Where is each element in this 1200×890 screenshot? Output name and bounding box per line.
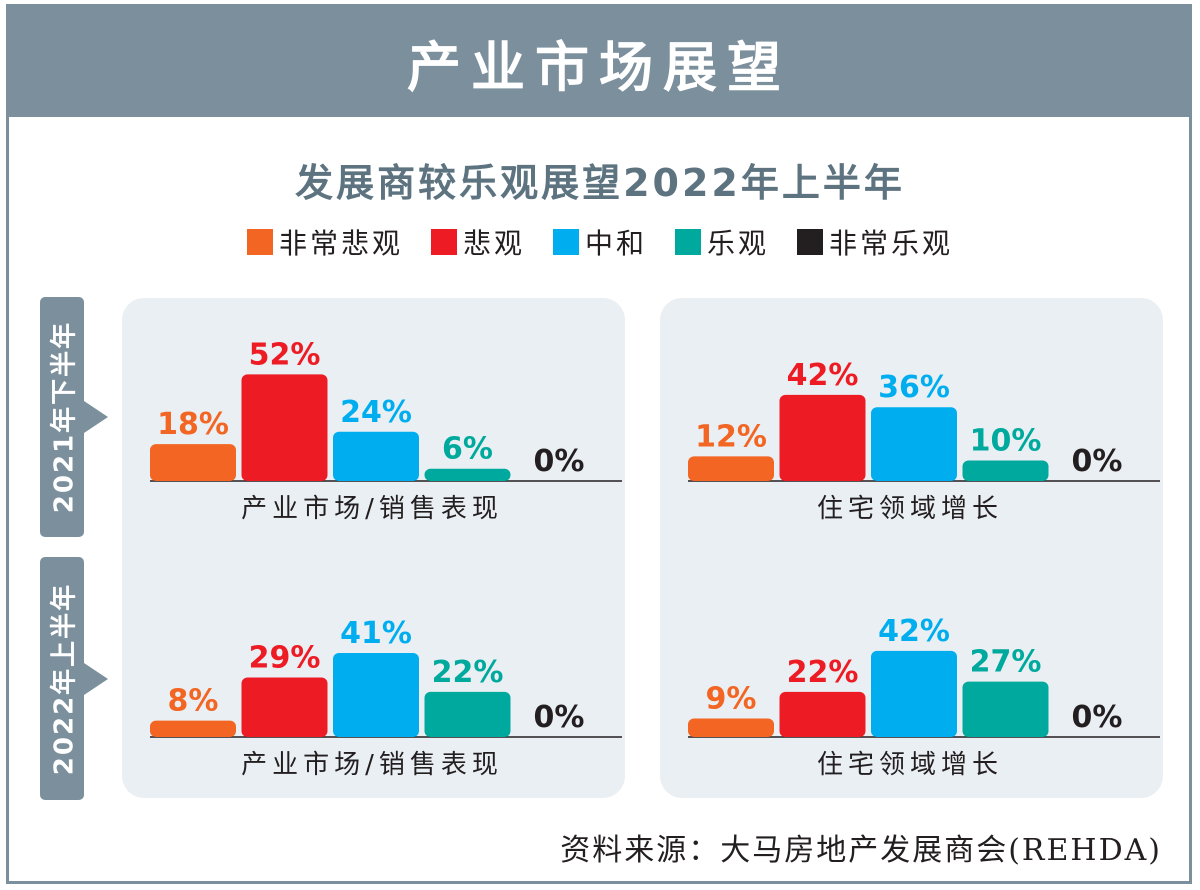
data-label-very-optimistic: 0% [1072, 700, 1123, 735]
period-label: 2022年上半年 [49, 582, 80, 775]
x-axis-label: 产业市场/销售表现 [241, 494, 503, 524]
data-label-optimistic: 27% [970, 645, 1042, 680]
chart-subtitle: 发展商较乐观展望2022年上半年 [295, 161, 905, 205]
legend-label: 中和 [584, 227, 647, 260]
pointer-arrow-icon [84, 401, 108, 433]
source-note: 资料来源：大马房地产发展商会(REHDA) [560, 833, 1162, 868]
legend-label: 非常悲观 [278, 227, 403, 260]
data-label-very-pessimistic: 9% [706, 682, 757, 717]
data-label-pessimistic: 22% [787, 655, 859, 690]
data-label-neutral: 24% [340, 395, 412, 430]
legend-label: 悲观 [462, 227, 525, 260]
bar-neutral [333, 431, 419, 481]
bar-very-pessimistic [150, 720, 236, 737]
data-label-very-optimistic: 0% [534, 700, 585, 735]
bar-optimistic [424, 691, 511, 737]
legend-swatch [246, 229, 273, 255]
legend-label: 乐观 [707, 227, 770, 260]
bar-pessimistic [241, 374, 328, 481]
chart-residential-2021h2: 12% 42% 36% 10% 0% 住宅领域增长 [688, 358, 1160, 524]
bar-optimistic [962, 681, 1049, 737]
data-label-very-optimistic: 0% [1072, 444, 1123, 479]
data-label-very-pessimistic: 8% [168, 684, 219, 719]
data-label-very-pessimistic: 18% [157, 407, 229, 442]
period-label: 2021年下半年 [49, 320, 80, 514]
chart-market-sales-2021h2: 18% 52% 24% 6% 0% 产业市场/销售表现 [150, 337, 622, 524]
period-tab-2022-h1: 2022年上半年 [40, 557, 108, 800]
x-axis-label: 住宅领域增长 [817, 494, 1003, 524]
bar-optimistic [962, 460, 1049, 481]
data-label-pessimistic: 52% [249, 337, 321, 372]
bar-pessimistic [779, 394, 866, 481]
legend-label: 非常乐观 [829, 227, 954, 260]
legend: 非常悲观 悲观 中和 乐观 非常乐观 [0, 222, 1200, 262]
legend-item-pessimistic: 悲观 [430, 222, 525, 262]
data-label-neutral: 36% [878, 370, 950, 405]
legend-swatch [552, 229, 579, 255]
data-label-neutral: 41% [340, 616, 412, 651]
data-label-optimistic: 22% [432, 655, 504, 690]
legend-item-very-optimistic: 非常乐观 [797, 222, 953, 262]
legend-item-neutral: 中和 [552, 222, 647, 262]
bar-neutral [871, 650, 957, 737]
data-label-optimistic: 10% [970, 424, 1042, 459]
x-axis-label: 住宅领域增长 [817, 750, 1003, 780]
period-tab-2021-h2: 2021年下半年 [40, 297, 108, 537]
bar-optimistic [424, 468, 511, 481]
bar-neutral [871, 407, 957, 481]
pointer-arrow-icon [84, 662, 108, 695]
bar-pessimistic [779, 691, 866, 737]
chart-panel-left: 18% 52% 24% 6% 0% 产业市场/销售表现 8% 29% 41% 22% 0% 产业市场… [122, 298, 625, 798]
chart-residential-2022h1: 9% 22% 42% 27% 0% 住宅领域增长 [688, 614, 1160, 780]
data-label-very-pessimistic: 12% [695, 419, 767, 454]
bar-very-pessimistic [688, 718, 774, 737]
data-label-very-optimistic: 0% [534, 444, 585, 479]
page-title: 产业市场展望 [9, 7, 1189, 117]
legend-swatch [675, 229, 701, 255]
legend-item-very-pessimistic: 非常悲观 [246, 222, 403, 262]
legend-swatch [797, 229, 824, 255]
x-axis-label: 产业市场/销售表现 [241, 750, 503, 780]
data-label-pessimistic: 42% [787, 358, 859, 393]
bar-neutral [333, 652, 419, 737]
data-label-neutral: 42% [878, 614, 950, 649]
chart-market-sales-2022h1: 8% 29% 41% 22% 0% 产业市场/销售表现 [150, 616, 622, 780]
bar-very-pessimistic [688, 456, 774, 481]
legend-item-optimistic: 乐观 [675, 222, 769, 262]
bar-very-pessimistic [150, 444, 236, 481]
bar-pessimistic [241, 677, 328, 737]
legend-swatch [430, 229, 457, 255]
data-label-pessimistic: 29% [249, 641, 321, 676]
data-label-optimistic: 6% [442, 432, 493, 467]
chart-panel-right: 12% 42% 36% 10% 0% 住宅领域增长 9% 22% 42% 27% 0% 住宅领域增长 [660, 298, 1163, 798]
